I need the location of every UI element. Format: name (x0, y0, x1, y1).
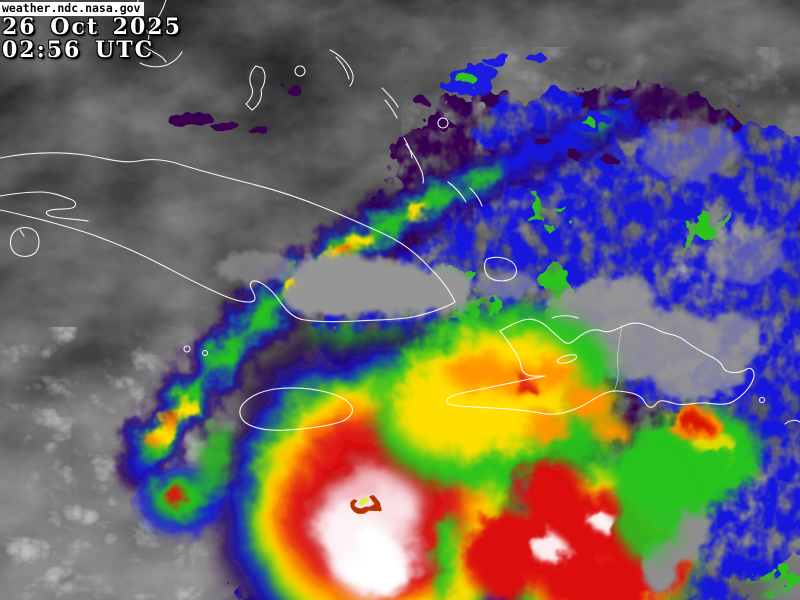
hispaniola-north-coastline (544, 322, 746, 374)
saona-coastline (758, 396, 766, 404)
jamaica-coastline (239, 387, 353, 431)
great-inagua-coastline (484, 256, 517, 282)
ir-spiral-band (117, 86, 677, 493)
tortue-coastline (551, 315, 579, 319)
ir-scattered-cells (168, 53, 659, 164)
source-url-label: weather.ndc.nasa.gov (0, 2, 145, 16)
cay-coastline (201, 349, 209, 357)
hurricane-eye (356, 499, 383, 522)
haiti-northwest-coastline (499, 318, 546, 377)
date-label: 26 Oct 2025 (2, 14, 182, 40)
tiburon-peninsula-coastline (446, 375, 547, 415)
cay-coastline (183, 345, 191, 353)
ir-west-band-spot (138, 424, 234, 534)
bahamas-coastlines (245, 49, 483, 207)
cuba-south-coastline (0, 209, 456, 323)
cuba-west-shore (0, 191, 89, 222)
cuba-north-coastline (0, 152, 456, 303)
ir-hispaniola-blob (614, 408, 762, 560)
gonave-island-coastline (556, 354, 578, 364)
time-label: 02:56 UTC (2, 37, 155, 63)
florida-coastline (136, 0, 183, 68)
coastlines-layer (0, 0, 800, 431)
puerto-rico-edge-coastline (784, 419, 800, 425)
ir-northeast-mass (374, 307, 628, 600)
bahama-cay-coastline (437, 117, 449, 129)
hispaniola-south-coastline (545, 367, 755, 415)
new-providence-coastline (294, 65, 306, 77)
haiti-dr-border (613, 324, 623, 393)
isle-of-youth-coastline (9, 226, 40, 257)
